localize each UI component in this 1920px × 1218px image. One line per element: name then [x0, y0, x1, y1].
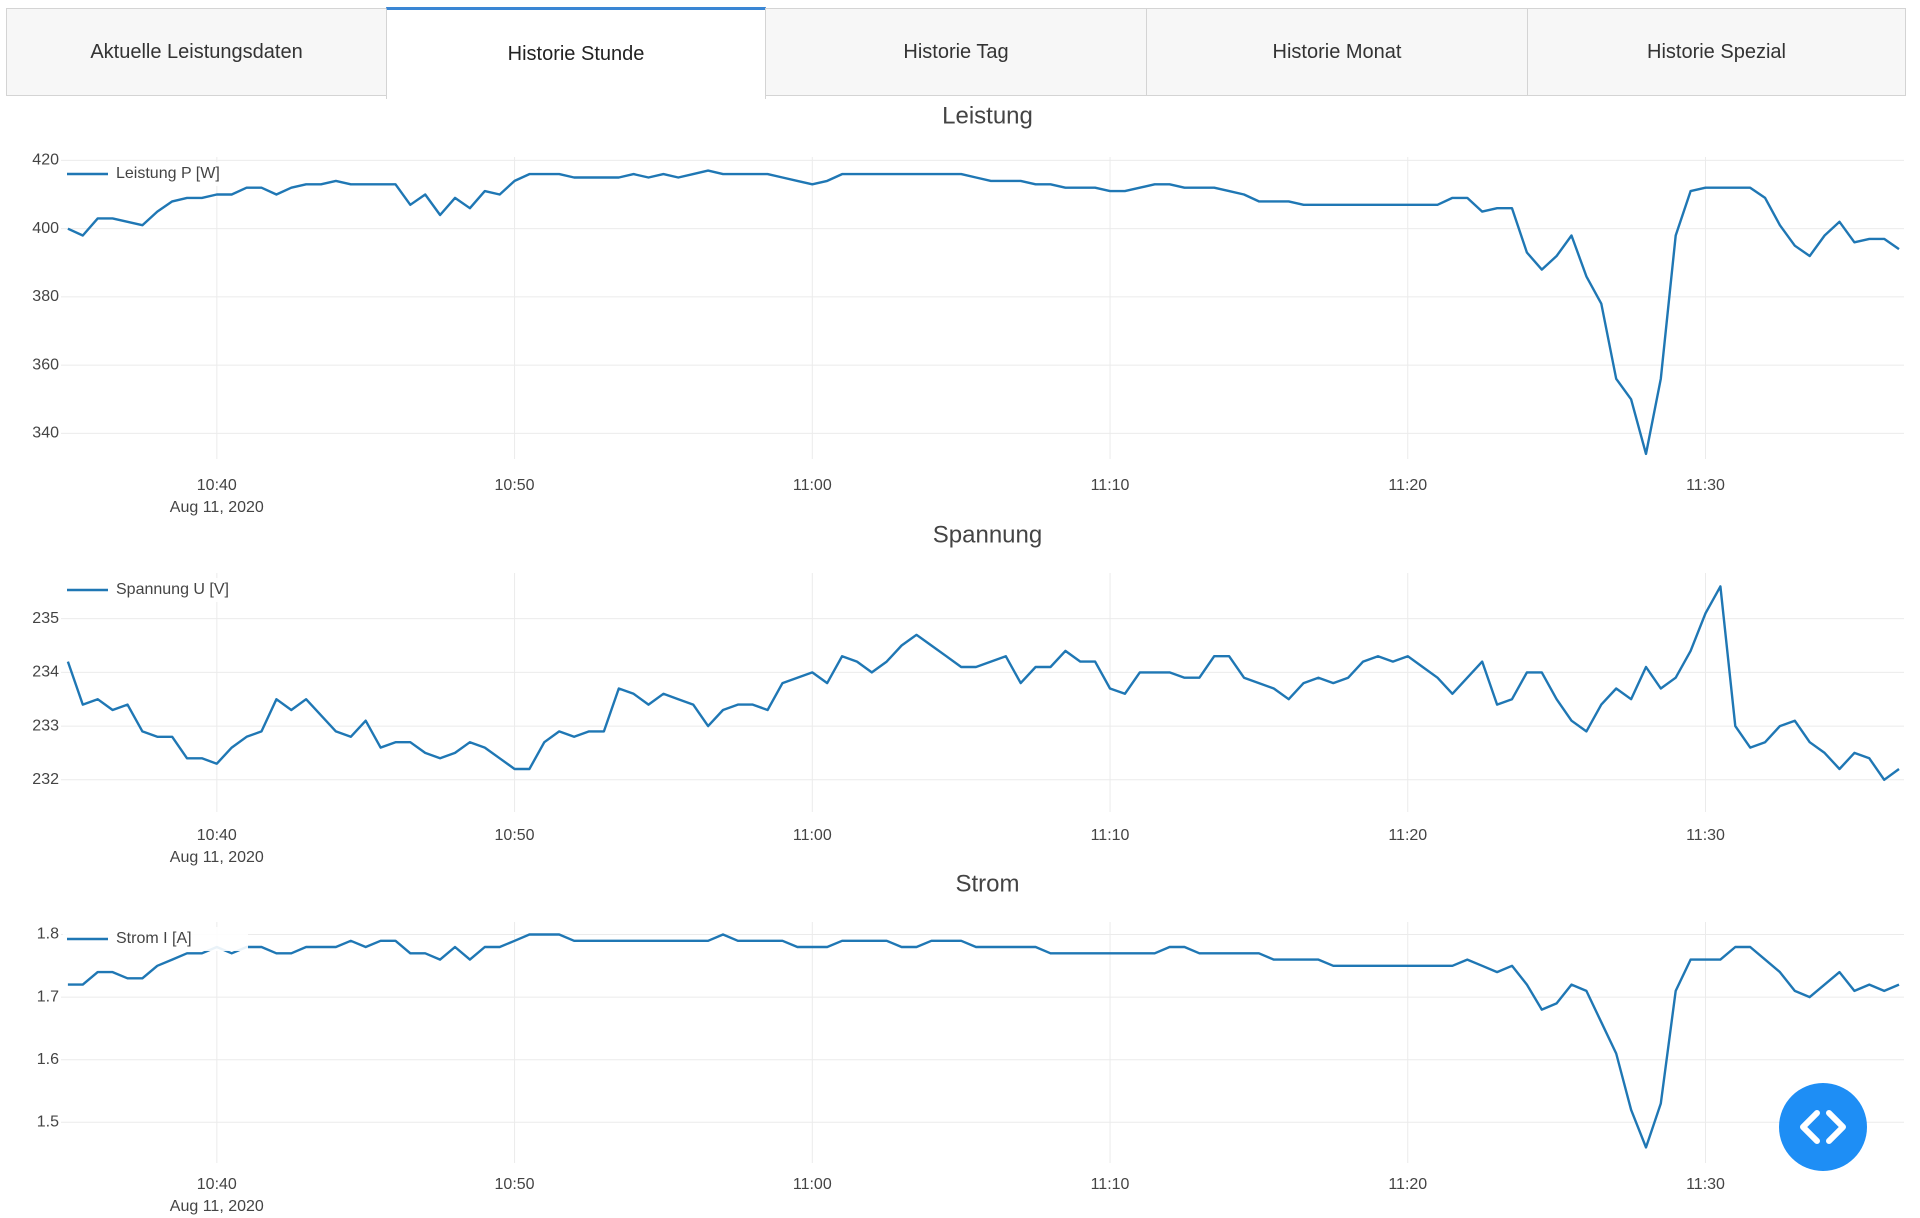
x-tick-label: 11:20	[1388, 827, 1427, 844]
tab-active[interactable]: Historie Stunde	[386, 7, 766, 99]
x-tick-label: 10:40	[197, 477, 237, 494]
x-tick-label: 11:00	[793, 1176, 832, 1193]
y-tick-label: 233	[32, 717, 59, 734]
y-tick-label: 235	[32, 610, 59, 627]
x-tick-label: 11:10	[1091, 827, 1130, 844]
tab[interactable]: Aktuelle Leistungsdaten	[6, 8, 387, 96]
y-tick-label: 1.7	[37, 988, 59, 1005]
y-tick-label: 340	[32, 425, 59, 442]
y-tick-label: 380	[32, 288, 59, 305]
tab[interactable]: Historie Monat	[1146, 8, 1528, 96]
x-tick-label: 11:30	[1686, 1176, 1725, 1193]
x-tick-label: 11:00	[793, 477, 832, 494]
chart-title: Leistung	[942, 102, 1033, 129]
x-tick-label: 10:40	[197, 1176, 237, 1193]
legend-label: Leistung P [W]	[116, 165, 220, 182]
tab[interactable]: Historie Spezial	[1527, 8, 1906, 96]
x-tick-label: 10:50	[495, 827, 535, 844]
x-tick-label: 11:20	[1388, 477, 1427, 494]
data-line	[67, 169, 1900, 456]
data-line	[66, 585, 1900, 781]
y-tick-label: 232	[32, 771, 59, 788]
x-tick-label: 11:00	[793, 827, 832, 844]
code-button[interactable]	[1779, 1083, 1867, 1171]
x-date-label: Aug 11, 2020	[170, 1198, 264, 1215]
x-date-label: Aug 11, 2020	[170, 499, 264, 516]
y-tick-label: 400	[32, 220, 59, 237]
x-date-label: Aug 11, 2020	[170, 849, 264, 866]
chart-title: Spannung	[933, 521, 1042, 548]
y-tick-label: 1.6	[37, 1051, 59, 1068]
y-tick-label: 1.8	[37, 926, 59, 943]
chevrons	[1800, 1110, 1846, 1144]
x-tick-label: 11:10	[1091, 1176, 1130, 1193]
x-tick-label: 10:40	[197, 827, 237, 844]
legend-label: Strom I [A]	[116, 930, 192, 947]
x-tick-label: 10:50	[495, 1176, 535, 1193]
y-tick-label: 420	[32, 152, 59, 169]
x-tick-label: 11:10	[1091, 477, 1130, 494]
y-tick-label: 234	[32, 664, 59, 681]
legend-label: Spannung U [V]	[116, 581, 229, 598]
x-tick-label: 10:50	[495, 477, 535, 494]
data-line	[67, 933, 1900, 1149]
y-tick-label: 360	[32, 356, 59, 373]
chart-title: Strom	[955, 870, 1019, 897]
x-tick-label: 11:30	[1686, 827, 1725, 844]
y-tick-label: 1.5	[37, 1114, 59, 1131]
code-icon	[1800, 1110, 1846, 1144]
tab[interactable]: Historie Tag	[765, 8, 1147, 96]
x-tick-label: 11:20	[1388, 1176, 1427, 1193]
x-tick-label: 11:30	[1686, 477, 1725, 494]
